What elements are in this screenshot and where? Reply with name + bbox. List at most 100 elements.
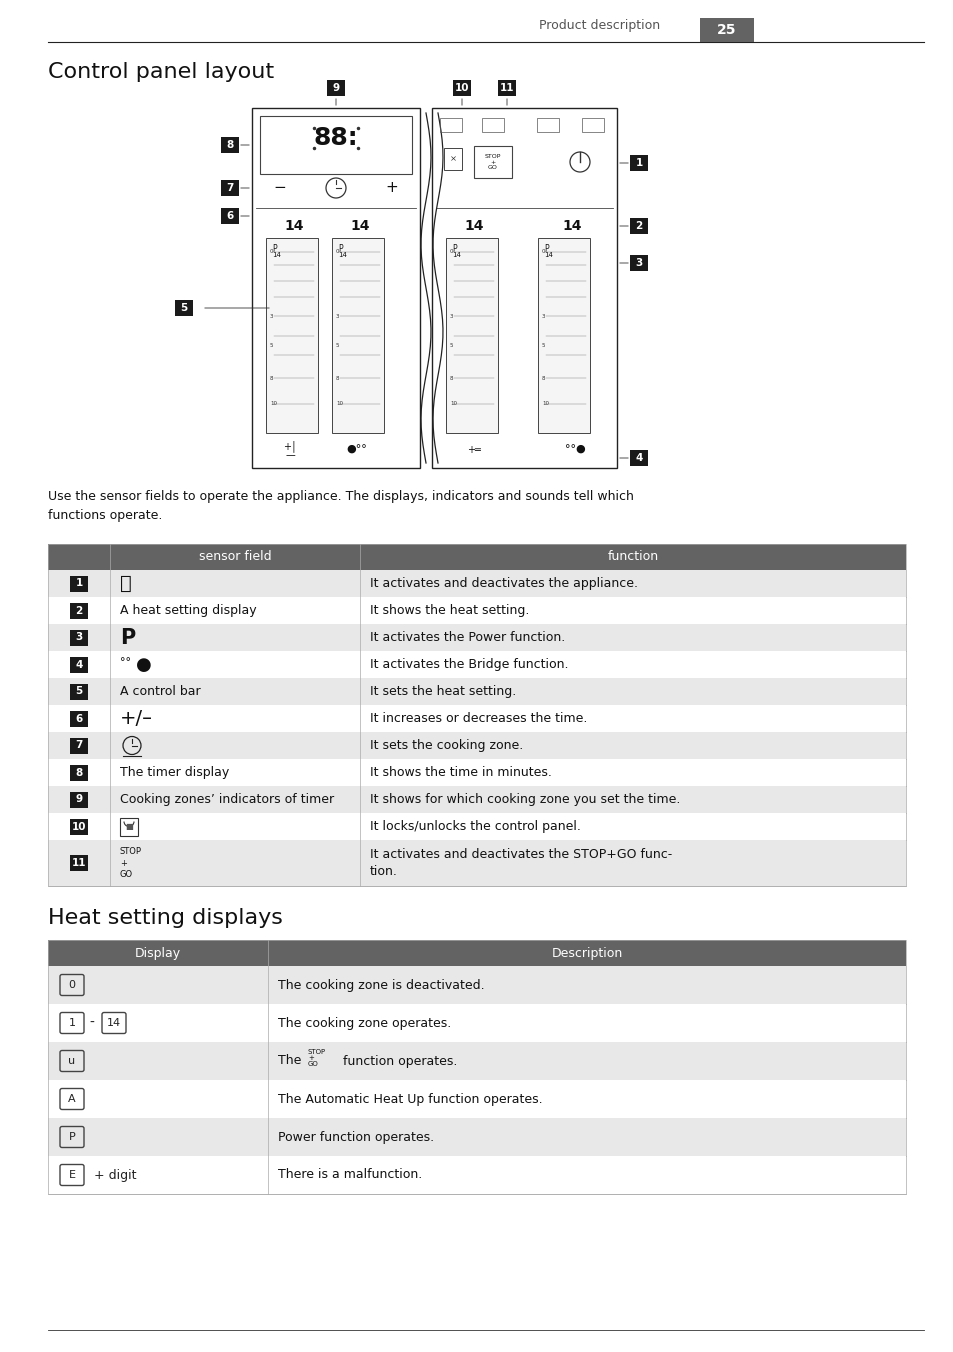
Text: A heat setting display: A heat setting display	[120, 604, 256, 617]
Text: ⓘ: ⓘ	[120, 575, 132, 594]
Text: 14: 14	[272, 251, 280, 258]
Bar	[332, 238, 384, 433]
Text: 25: 25	[717, 23, 736, 37]
Bar	[70, 818, 88, 834]
Text: Use the sensor fields to operate the appliance. The displays, indicators and sou: Use the sensor fields to operate the app…	[48, 489, 633, 522]
Text: 10: 10	[71, 822, 86, 831]
Text: + digit: + digit	[94, 1168, 136, 1182]
Text: function operates.: function operates.	[343, 1055, 456, 1068]
Text: There is a malfunction.: There is a malfunction.	[277, 1168, 422, 1182]
Bar	[70, 576, 88, 592]
Text: 3: 3	[541, 314, 545, 319]
Bar	[48, 1080, 905, 1118]
Text: −: −	[274, 181, 286, 196]
Text: The cooking zone operates.: The cooking zone operates.	[277, 1017, 451, 1029]
Text: 0–: 0–	[541, 249, 548, 254]
Text: 2: 2	[75, 606, 83, 615]
Text: 14: 14	[284, 219, 303, 233]
Bar	[48, 840, 905, 886]
Text: 7: 7	[226, 183, 233, 193]
Text: sensor field: sensor field	[198, 550, 271, 564]
Text: Control panel layout: Control panel layout	[48, 62, 274, 82]
Bar	[48, 1042, 905, 1080]
Text: function: function	[607, 550, 658, 564]
Text: A control bar: A control bar	[120, 685, 200, 698]
Text: P: P	[337, 243, 342, 253]
Text: +═: +═	[467, 445, 480, 456]
Text: 14: 14	[107, 1018, 121, 1028]
Bar	[48, 786, 905, 813]
Text: 8: 8	[541, 376, 545, 381]
Text: 5: 5	[180, 303, 188, 314]
Bar	[629, 256, 647, 270]
Text: It sets the cooking zone.: It sets the cooking zone.	[370, 740, 522, 752]
Bar	[700, 18, 753, 42]
Text: ⨯: ⨯	[449, 154, 456, 164]
Text: It activates the Power function.: It activates the Power function.	[370, 631, 565, 644]
Bar	[48, 571, 905, 598]
Text: It shows for which cooking zone you set the time.: It shows for which cooking zone you set …	[370, 794, 679, 806]
Text: 6: 6	[226, 211, 233, 220]
Text: 2: 2	[635, 220, 642, 231]
Bar	[48, 625, 905, 652]
Text: 14: 14	[452, 251, 460, 258]
Bar	[48, 652, 905, 677]
Text: 10: 10	[541, 402, 548, 406]
Text: 14: 14	[337, 251, 347, 258]
Text: It shows the time in minutes.: It shows the time in minutes.	[370, 767, 551, 779]
Bar	[48, 940, 905, 965]
Bar	[537, 238, 589, 433]
Text: 5: 5	[335, 343, 339, 347]
Bar	[48, 704, 905, 731]
Text: 14: 14	[350, 219, 370, 233]
Bar	[439, 118, 461, 132]
Bar	[174, 300, 193, 316]
Text: 8: 8	[450, 376, 453, 381]
Text: It activates and deactivates the appliance.: It activates and deactivates the applian…	[370, 577, 638, 589]
Bar	[221, 208, 239, 224]
Text: u: u	[69, 1056, 75, 1065]
Text: STOP
+
GO: STOP + GO	[308, 1049, 326, 1068]
Bar	[266, 238, 317, 433]
Text: P: P	[69, 1132, 75, 1142]
Text: 8: 8	[270, 376, 274, 381]
Text: 4: 4	[635, 453, 642, 462]
Text: A: A	[68, 1094, 75, 1105]
Text: 0–: 0–	[450, 249, 456, 254]
Bar	[48, 758, 905, 786]
Text: 3: 3	[335, 314, 339, 319]
Text: 14: 14	[561, 219, 581, 233]
Text: STOP
+
GO: STOP + GO	[484, 154, 500, 170]
Bar	[474, 146, 512, 178]
Bar	[48, 1156, 905, 1194]
Text: Power function operates.: Power function operates.	[277, 1130, 434, 1144]
Text: P: P	[272, 243, 276, 253]
Bar	[70, 630, 88, 645]
Text: Cooking zones’ indicators of timer: Cooking zones’ indicators of timer	[120, 794, 334, 806]
Bar	[629, 218, 647, 234]
Text: E: E	[69, 1169, 75, 1180]
Bar	[481, 118, 503, 132]
Text: 9: 9	[75, 795, 83, 804]
Bar	[48, 598, 905, 625]
Text: It shows the heat setting.: It shows the heat setting.	[370, 604, 529, 617]
Text: 5: 5	[75, 687, 83, 696]
Bar	[70, 711, 88, 726]
Text: ●°°: ●°°	[346, 445, 367, 456]
Text: Product description: Product description	[538, 19, 659, 32]
Text: 8: 8	[335, 376, 339, 381]
Bar	[48, 940, 905, 1194]
Text: It activates the Bridge function.: It activates the Bridge function.	[370, 658, 568, 671]
Text: P: P	[120, 627, 135, 648]
Text: +/–: +/–	[120, 708, 152, 727]
Bar	[70, 603, 88, 618]
Bar	[48, 1118, 905, 1156]
Text: 0–: 0–	[335, 249, 342, 254]
Bar	[327, 80, 345, 96]
Bar	[221, 137, 239, 153]
Text: 5: 5	[541, 343, 545, 347]
Text: It activates and deactivates the STOP+GO func-
tion.: It activates and deactivates the STOP+GO…	[370, 848, 672, 877]
Text: The: The	[277, 1055, 305, 1068]
Text: 7: 7	[75, 741, 83, 750]
Text: 10: 10	[335, 402, 343, 406]
